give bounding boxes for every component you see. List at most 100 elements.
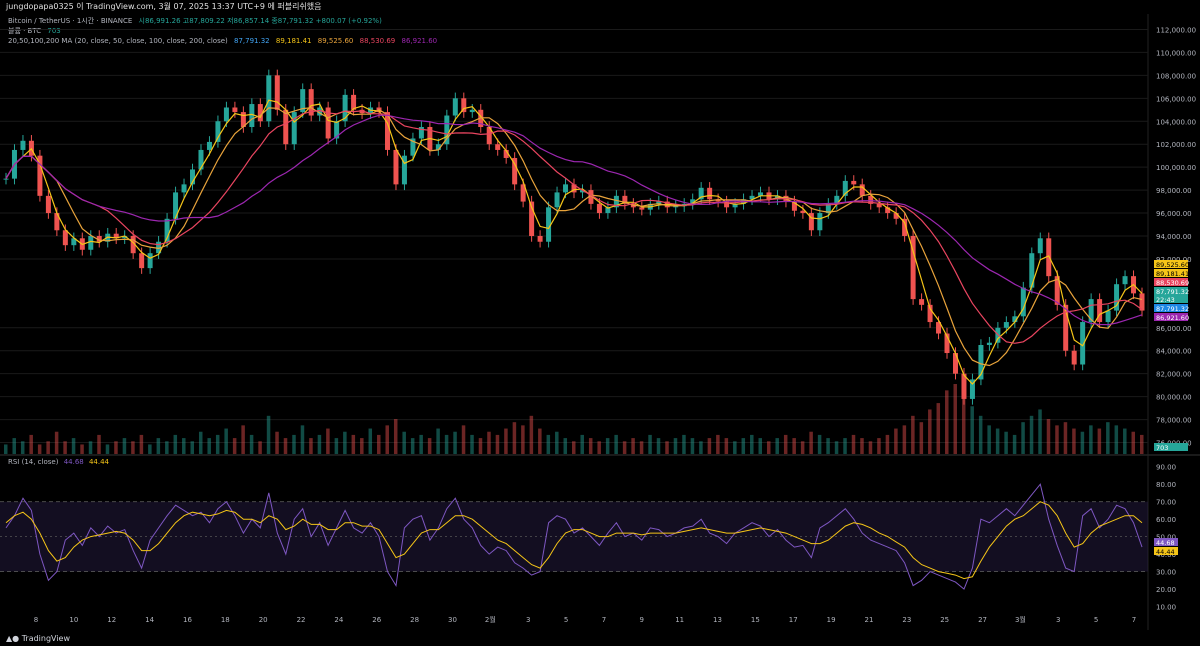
candle-body [20, 140, 26, 150]
volume-bar [46, 441, 50, 454]
ma-value-4: 88,530.69 [359, 37, 396, 45]
volume-bar [970, 406, 974, 454]
time-tick-label: 5 [1094, 616, 1098, 624]
volume-bar [809, 431, 813, 454]
candle-body [257, 104, 263, 122]
volume-bar [699, 441, 703, 454]
volume-bar [1106, 422, 1110, 454]
candle-body [588, 190, 594, 204]
rsi-value: 44.68 [63, 458, 84, 466]
time-tick-label: 13 [713, 616, 722, 624]
rsi-ma-line [5, 501, 1143, 580]
volume-bar [741, 438, 746, 454]
publish-info: jungdopapa0325 이 TradingView.com, 3월 07,… [6, 2, 322, 11]
time-tick-label: 3 [1056, 616, 1060, 624]
volume-bar [673, 438, 678, 454]
time-tick-label: 2월 [485, 615, 496, 624]
rsi-tick-label: 40.00 [1156, 551, 1176, 559]
volume-bar [724, 438, 729, 454]
volume-bar [258, 441, 262, 454]
volume-bar [572, 441, 576, 454]
time-tick-label: 27 [978, 616, 987, 624]
volume-bar [309, 438, 313, 454]
brand-name: TradingView [21, 634, 71, 643]
volume-bar [37, 444, 42, 454]
volume-bar [902, 425, 907, 454]
symbol-name[interactable]: Bitcoin / TetherUS · 1시간 · BINANCE [8, 17, 133, 25]
time-tick-label: 7 [1132, 616, 1136, 624]
volume-bar [1038, 409, 1042, 454]
candle-body [1037, 238, 1043, 254]
volume-bar [317, 434, 322, 454]
volume-bar [733, 441, 737, 454]
volume-bar [300, 425, 305, 454]
candle-body [54, 213, 60, 231]
volume-bar [885, 434, 890, 454]
volume-bar [470, 434, 474, 454]
rsi-tick-label: 20.00 [1156, 586, 1176, 594]
volume-bar [283, 438, 288, 454]
volume-bar [351, 434, 356, 454]
volume-bar [512, 422, 517, 454]
candle-body [613, 195, 619, 208]
volume-bar [1140, 434, 1144, 454]
candle-body [164, 218, 170, 242]
volume-bar [29, 434, 33, 454]
candle-body [300, 89, 306, 113]
candle-body [274, 75, 280, 110]
candle-body [190, 169, 196, 185]
candle-body [927, 304, 933, 323]
ma-label[interactable]: 20,50,100,200 MA (20, close, 50, close, … [8, 37, 228, 45]
rsi-label[interactable]: RSI (14, close) [8, 458, 59, 466]
volume-bar [919, 422, 924, 454]
volume-bar [368, 428, 373, 454]
candle-body [384, 112, 390, 150]
volume-bar [580, 434, 584, 454]
candle-body [986, 342, 992, 345]
volume-bar [20, 441, 25, 454]
tradingview-logo-icon[interactable]: ▲● [6, 634, 20, 643]
volume-bar [1131, 431, 1136, 454]
price-tick-label: 106,000.00 [1156, 95, 1196, 103]
volume-bar [563, 438, 568, 454]
time-tick-label: 20 [259, 616, 268, 624]
volume-bar [402, 431, 406, 454]
candle-body [690, 199, 696, 204]
candle-body [758, 192, 764, 196]
volume-bar [877, 438, 881, 454]
volume-bar [487, 431, 491, 454]
time-tick-label: 9 [640, 616, 644, 624]
candle-body [206, 141, 212, 150]
candle-body [1088, 299, 1094, 323]
volume-bar [105, 444, 110, 454]
candle-body [876, 203, 882, 208]
candle-body [842, 180, 848, 196]
candle-body [868, 195, 874, 204]
volume-bar [326, 428, 330, 454]
volume-bar [334, 438, 339, 454]
volume-label[interactable]: 볼륨 · BTC [8, 27, 42, 35]
volume-bar [444, 434, 449, 454]
time-tick-label: 8 [34, 616, 38, 624]
rsi-line [5, 483, 1143, 590]
price-tag [1154, 443, 1188, 451]
volume-bar [249, 434, 254, 454]
price-tag [1154, 269, 1188, 277]
volume-bar [834, 441, 839, 454]
volume-bar [851, 434, 856, 454]
candle-body [749, 195, 755, 200]
volume-bar [12, 438, 16, 454]
candle-body [707, 187, 713, 200]
volume-legend: 볼륨 · BTC 703 [8, 26, 65, 36]
volume-bar [758, 438, 763, 454]
candle-body [732, 203, 738, 208]
rsi-tick-label: 10.00 [1156, 604, 1176, 612]
time-tick-label: 17 [789, 616, 798, 624]
candle-body [156, 241, 162, 254]
candle-body [715, 199, 721, 202]
price-tick-label: 110,000.00 [1156, 49, 1196, 57]
candle-body [851, 180, 857, 185]
price-tick-label: 78,000.00 [1156, 417, 1192, 425]
volume-bar [843, 438, 847, 454]
